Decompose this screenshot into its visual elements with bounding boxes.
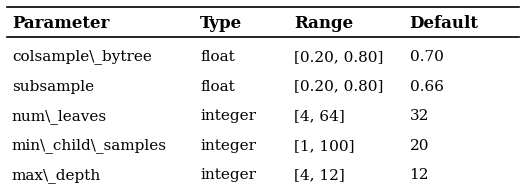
Text: Type: Type	[200, 15, 242, 32]
Text: Parameter: Parameter	[12, 15, 109, 32]
Text: [1, 100]: [1, 100]	[295, 139, 355, 153]
Text: 20: 20	[410, 139, 429, 153]
Text: num\_leaves: num\_leaves	[12, 109, 107, 124]
Text: [4, 64]: [4, 64]	[295, 109, 345, 123]
Text: [0.20, 0.80]: [0.20, 0.80]	[295, 80, 384, 94]
Text: 12: 12	[410, 168, 429, 183]
Text: float: float	[200, 80, 235, 94]
Text: integer: integer	[200, 168, 256, 183]
Text: [4, 12]: [4, 12]	[295, 168, 345, 183]
Text: colsample\_bytree: colsample\_bytree	[12, 49, 151, 64]
Text: subsample: subsample	[12, 80, 94, 94]
Text: Default: Default	[410, 15, 479, 32]
Text: max\_depth: max\_depth	[12, 168, 101, 183]
Text: [0.20, 0.80]: [0.20, 0.80]	[295, 50, 384, 64]
Text: min\_child\_samples: min\_child\_samples	[12, 138, 167, 153]
Text: float: float	[200, 50, 235, 64]
Text: 32: 32	[410, 109, 429, 123]
Text: integer: integer	[200, 139, 256, 153]
Text: 0.70: 0.70	[410, 50, 443, 64]
Text: 0.66: 0.66	[410, 80, 443, 94]
Text: integer: integer	[200, 109, 256, 123]
Text: Range: Range	[295, 15, 353, 32]
